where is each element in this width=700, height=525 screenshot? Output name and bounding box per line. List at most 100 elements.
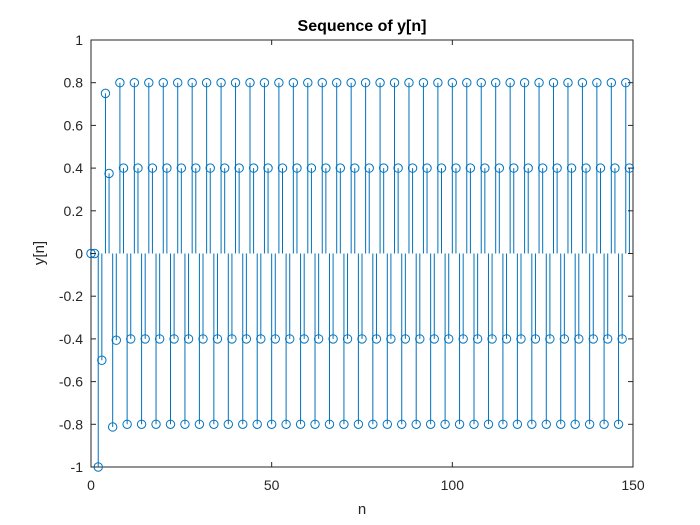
stem-marker (584, 419, 595, 429)
stem-119 (516, 253, 526, 344)
stem-136 (577, 78, 588, 254)
stem-marker (187, 78, 197, 88)
stem-marker (454, 419, 465, 429)
stem-69 (335, 163, 346, 254)
stem-marker (180, 419, 190, 429)
stem-102 (454, 253, 465, 429)
stem-53 (277, 163, 288, 254)
stem-marker (425, 419, 436, 429)
stem-marker (144, 78, 154, 88)
stem-113 (494, 163, 505, 254)
stem-14 (136, 253, 147, 429)
stem-89 (407, 163, 418, 254)
stem-85 (393, 163, 403, 254)
stem-106 (469, 253, 479, 429)
stem-marker (570, 419, 580, 429)
stem-marker (357, 334, 367, 344)
stem-marker (277, 163, 288, 173)
stem-36 (216, 78, 226, 254)
stem-96 (433, 78, 443, 254)
stem-marker (559, 334, 570, 344)
stem-marker (368, 419, 378, 429)
stem-59 (299, 253, 309, 344)
stem-57 (292, 163, 302, 254)
stem-marker (411, 419, 421, 429)
stem-26 (180, 253, 190, 429)
stem-29 (191, 163, 201, 254)
stem-marker (469, 419, 479, 429)
stem-marker (194, 419, 205, 429)
stem-58 (295, 253, 306, 429)
stem-marker (342, 334, 353, 344)
x-tick: 0 (87, 40, 95, 493)
stem-marker (313, 334, 324, 344)
stem-marker (353, 419, 364, 429)
stem-15 (140, 253, 150, 344)
x-tick-label: 100 (441, 477, 465, 493)
stem-63 (313, 253, 324, 344)
stem-24 (173, 78, 183, 254)
stem-marker (592, 78, 602, 88)
stem-marker (556, 419, 566, 429)
stem-marker (321, 163, 331, 173)
stem-84 (389, 78, 400, 254)
stem-27 (183, 253, 194, 344)
stem-marker (270, 334, 280, 344)
stem-127 (545, 253, 555, 344)
stem-20 (158, 78, 168, 254)
stem-marker (205, 163, 215, 173)
y-tick-label: -0.4 (59, 331, 83, 347)
stem-marker (494, 163, 505, 173)
stem-marker (415, 334, 425, 344)
stem-103 (458, 253, 468, 344)
stem-marker (462, 78, 472, 88)
stem-marker (472, 334, 483, 344)
stem-marker (393, 163, 403, 173)
stem-42 (238, 253, 248, 429)
stem-76 (360, 78, 371, 254)
stem-137 (581, 163, 591, 254)
stem-marker (624, 163, 635, 173)
stem-marker (263, 163, 273, 173)
stem-marker (386, 334, 396, 344)
stem-marker (487, 334, 497, 344)
stem-marker (158, 78, 168, 88)
stem-67 (328, 253, 338, 344)
y-tick-label: -0.8 (59, 416, 83, 432)
stem-marker (97, 355, 107, 365)
stem-77 (364, 163, 374, 254)
stem-marker (588, 334, 598, 344)
x-axis-label: n (358, 501, 366, 518)
stem-132 (563, 78, 573, 254)
stem-116 (505, 78, 515, 254)
stem-87 (400, 253, 411, 344)
stem-49 (263, 163, 273, 254)
stem-marker (566, 163, 577, 173)
stem-10 (122, 253, 132, 429)
stem-43 (241, 253, 252, 344)
stem-52 (274, 78, 284, 254)
stem-124 (534, 78, 544, 254)
stem-99 (444, 253, 454, 344)
stem-marker (577, 78, 588, 88)
stem-66 (324, 253, 335, 429)
stem-146 (613, 253, 624, 429)
stem-marker (292, 163, 302, 173)
stem-marker (360, 78, 371, 88)
x-tick: 150 (621, 40, 645, 493)
stem-30 (194, 253, 205, 429)
stem-28 (187, 78, 197, 254)
stem-126 (541, 253, 551, 429)
stem-104 (462, 78, 472, 254)
stem-marker (136, 419, 147, 429)
stem-140 (592, 78, 602, 254)
stem-marker (266, 419, 277, 429)
stem-marker (259, 78, 270, 88)
stem-marker (118, 163, 129, 173)
stem-marker (303, 78, 313, 88)
y-tick: -0.2 (59, 288, 633, 304)
y-tick: 0.4 (64, 160, 633, 176)
stem-marker (447, 78, 458, 88)
stem-78 (368, 253, 378, 429)
stem-marker (346, 78, 356, 88)
